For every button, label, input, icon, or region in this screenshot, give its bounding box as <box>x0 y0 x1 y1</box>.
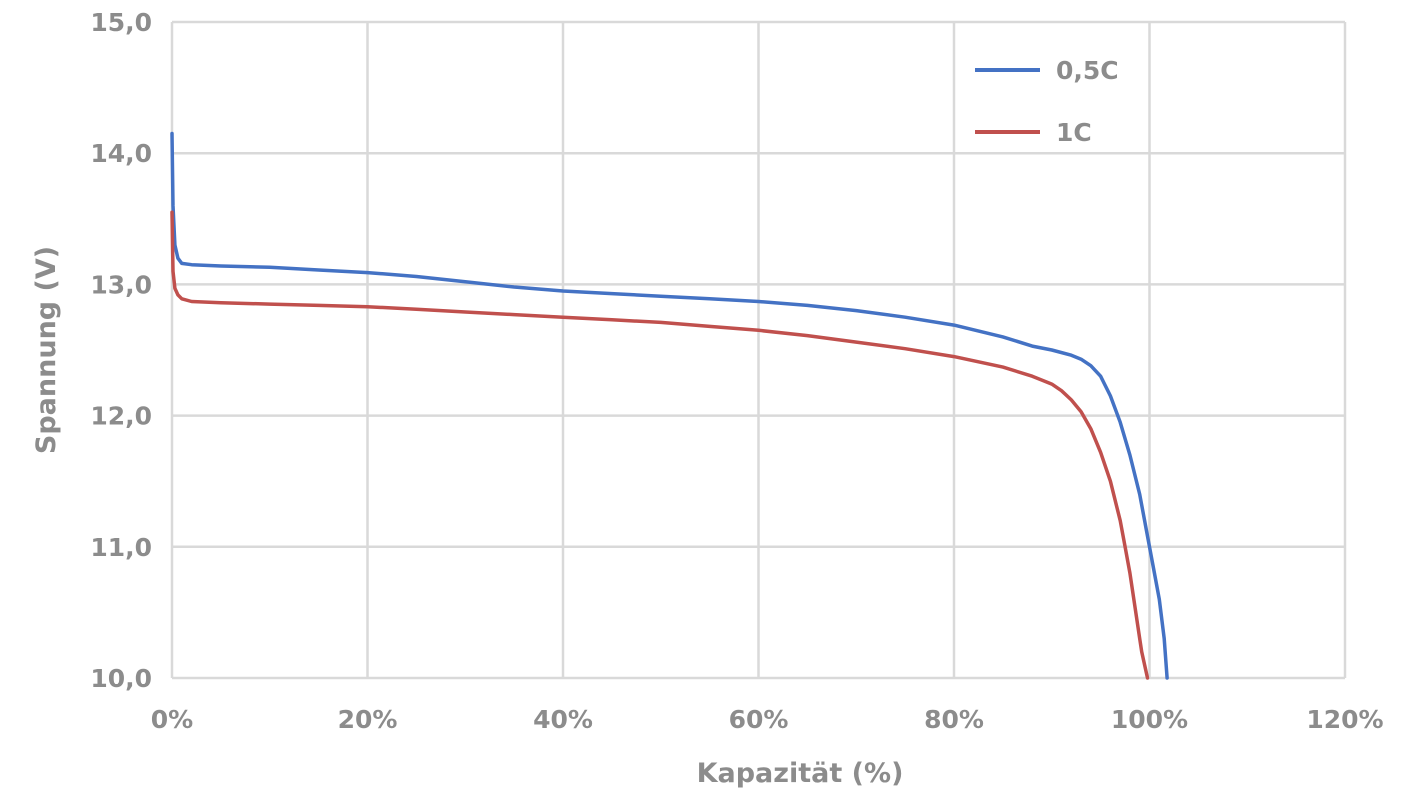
x-tick-label: 20% <box>338 705 398 734</box>
y-tick-label: 15,0 <box>90 8 152 37</box>
y-tick-label: 12,0 <box>90 402 152 431</box>
series-lines <box>170 131 1169 680</box>
y-tick-label: 11,0 <box>90 533 152 562</box>
x-axis-tick-labels: 0% 20% 40% 60% 80% 100% 120% <box>151 705 1384 734</box>
y-tick-label: 14,0 <box>90 139 152 168</box>
x-tick-label: 80% <box>924 705 984 734</box>
legend-label: 0,5C <box>1056 56 1119 85</box>
x-tick-label: 40% <box>533 705 593 734</box>
series-line-2 <box>170 210 1150 680</box>
y-axis-title: Spannung (V) <box>31 246 62 454</box>
gridlines <box>170 20 1347 680</box>
legend: 0,5C 1C <box>975 56 1119 147</box>
x-axis-title: Kapazität (%) <box>697 758 904 789</box>
x-tick-label: 120% <box>1306 705 1383 734</box>
y-axis-tick-labels: 10,0 11,0 12,0 13,0 14,0 15,0 <box>90 8 152 693</box>
x-tick-label: 0% <box>151 705 193 734</box>
series-line-1 <box>170 131 1169 680</box>
x-tick-label: 60% <box>729 705 789 734</box>
x-tick-label: 100% <box>1111 705 1188 734</box>
y-tick-label: 13,0 <box>90 270 152 299</box>
y-tick-label: 10,0 <box>90 664 152 693</box>
legend-label: 1C <box>1056 118 1092 147</box>
